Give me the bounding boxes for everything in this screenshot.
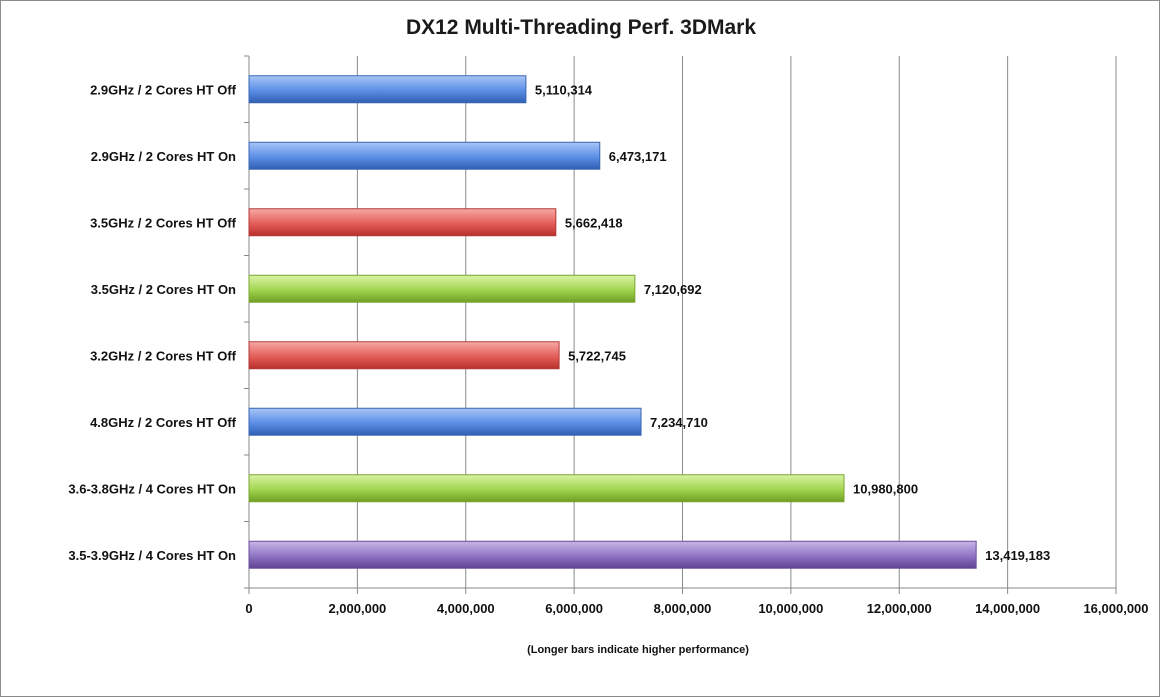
x-tick-label: 8,000,000 xyxy=(654,601,712,616)
category-label: 4.8GHz / 2 Cores HT Off xyxy=(90,415,237,430)
bar xyxy=(248,75,527,104)
x-tick-label: 2,000,000 xyxy=(328,601,386,616)
bar xyxy=(248,474,845,503)
labels: 0 2,000,000 4,000,000 6,000,000 8,000,000 10,… xyxy=(68,82,1148,616)
data-label: 10,980,800 xyxy=(853,481,918,496)
category-label: 3.6-3.8GHz / 4 Cores HT On xyxy=(68,481,236,496)
bar xyxy=(248,407,642,436)
axes xyxy=(244,55,1117,594)
gridlines xyxy=(356,56,1117,588)
data-label: 13,419,183 xyxy=(985,548,1050,563)
x-tick-label: 16,000,000 xyxy=(1083,601,1148,616)
x-tick-label: 6,000,000 xyxy=(545,601,603,616)
x-tick-label: 10,000,000 xyxy=(758,601,823,616)
bars xyxy=(248,75,977,569)
category-label: 2.9GHz / 2 Cores HT Off xyxy=(90,82,237,97)
x-tick-label: 4,000,000 xyxy=(437,601,495,616)
x-tick-label: 14,000,000 xyxy=(975,601,1040,616)
x-tick-label: 12,000,000 xyxy=(867,601,932,616)
data-label: 6,473,171 xyxy=(609,149,667,164)
category-label: 3.5GHz / 2 Cores HT Off xyxy=(90,215,237,230)
bar xyxy=(248,141,601,170)
data-label: 7,234,710 xyxy=(650,415,708,430)
data-label: 7,120,692 xyxy=(644,282,702,297)
bar xyxy=(248,341,560,370)
data-label: 5,110,314 xyxy=(535,82,593,97)
x-axis-title: (Longer bars indicate higher performance… xyxy=(527,644,749,656)
bar xyxy=(248,274,636,303)
category-label: 3.5GHz / 2 Cores HT On xyxy=(91,282,236,297)
data-label: 5,662,418 xyxy=(565,215,623,230)
bar xyxy=(248,540,977,569)
category-label: 3.5-3.9GHz / 4 Cores HT On xyxy=(68,548,236,563)
data-label: 5,722,745 xyxy=(568,348,626,363)
chart-title: DX12 Multi-Threading Perf. 3DMark xyxy=(406,16,756,39)
category-label: 2.9GHz / 2 Cores HT On xyxy=(91,149,236,164)
bar xyxy=(248,208,557,237)
x-tick-label: 0 xyxy=(245,601,252,616)
category-label: 3.2GHz / 2 Cores HT Off xyxy=(90,348,237,363)
